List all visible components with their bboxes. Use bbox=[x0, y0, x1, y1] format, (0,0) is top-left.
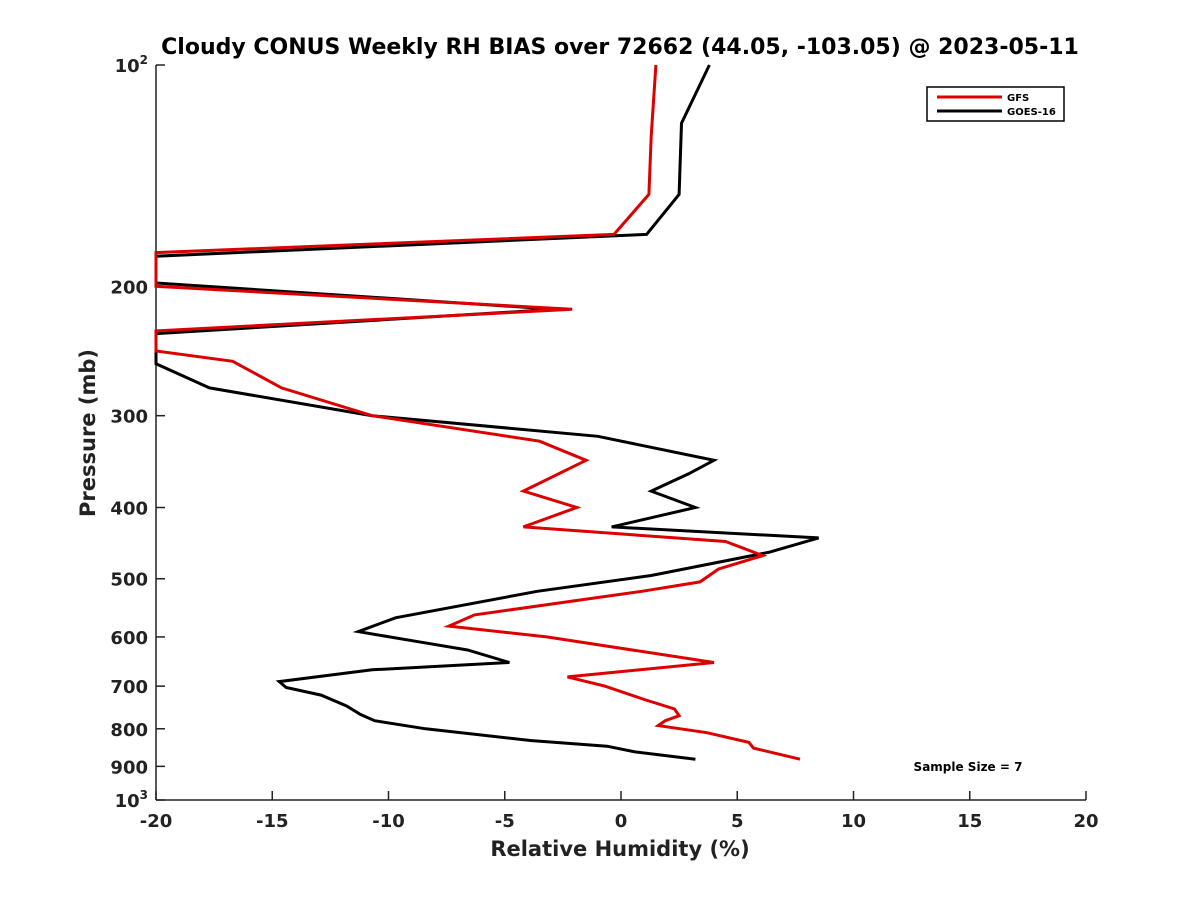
series-line-gfs bbox=[154, 64, 801, 761]
x-tick-label: -20 bbox=[140, 811, 173, 832]
y-tick-label: 800 bbox=[110, 720, 148, 741]
legend: GFS GOES-16 bbox=[926, 86, 1065, 122]
y-tick-label: 700 bbox=[110, 677, 148, 698]
y-tick-label: 400 bbox=[110, 499, 148, 520]
y-tick-label: 900 bbox=[110, 757, 148, 778]
legend-box bbox=[926, 86, 1065, 122]
x-tick-label: -10 bbox=[372, 811, 405, 832]
legend-label-gfs: GFS bbox=[1007, 93, 1029, 104]
chart-title: Cloudy CONUS Weekly RH BIAS over 72662 (… bbox=[161, 35, 1079, 60]
x-tick-label: 15 bbox=[957, 811, 982, 832]
x-tick-label: 20 bbox=[1073, 811, 1098, 832]
legend-label-goes-16: GOES-16 bbox=[1007, 107, 1056, 118]
y-tick-label: 600 bbox=[110, 628, 148, 649]
y-axis-label: Pressure (mb) bbox=[76, 349, 100, 517]
x-tick-label: 5 bbox=[731, 811, 744, 832]
y-tick-label: 300 bbox=[110, 407, 148, 428]
y-tick-label: 102 bbox=[115, 53, 148, 77]
x-tick-label: -15 bbox=[256, 811, 289, 832]
x-tick-label: 10 bbox=[841, 811, 866, 832]
y-tick-label: 200 bbox=[110, 277, 148, 298]
y-tick-label: 500 bbox=[110, 570, 148, 591]
x-tick-label: -5 bbox=[495, 811, 515, 832]
y-tick-label: 103 bbox=[115, 788, 148, 812]
x-axis-label: Relative Humidity (%) bbox=[490, 837, 749, 861]
x-tick-label: 0 bbox=[615, 811, 628, 832]
sample-size-annotation: Sample Size = 7 bbox=[914, 760, 1023, 774]
plot-area: -20 -15 -10 -5 0 5 10 15 20 102 200 300 400 500 600 700… bbox=[110, 53, 1098, 832]
